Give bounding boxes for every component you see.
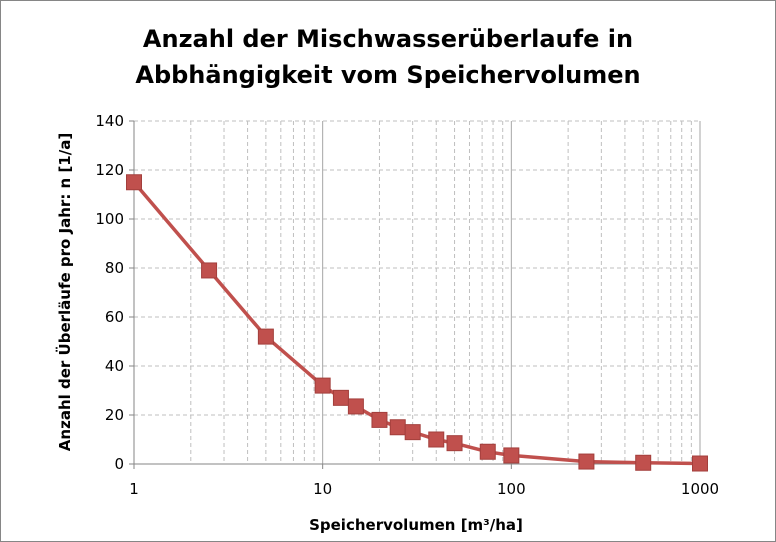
series-line [132, 181, 701, 466]
chart-title: Anzahl der Mischwasserüberlaufe in Abbhä… [1, 21, 775, 93]
x-axis-label: Speichervolumen [m³/ha] [309, 516, 523, 534]
y-tick-label: 140 [95, 112, 124, 130]
data-point-marker [428, 431, 445, 448]
data-point-marker [635, 454, 652, 471]
y-tick-label: 60 [105, 308, 124, 326]
data-point-marker [404, 424, 421, 441]
data-point-marker [126, 174, 142, 191]
data-point-marker [578, 453, 595, 470]
x-tick-label: 100 [497, 480, 526, 498]
axes [129, 120, 701, 469]
y-tick-label: 120 [95, 161, 124, 179]
x-tick-label: 10 [313, 480, 332, 498]
data-point-marker [479, 443, 496, 460]
tick-labels: 0 20 40 60 80 100 120 140 1 10 100 1000 [95, 112, 719, 498]
y-tick-label: 40 [105, 357, 124, 375]
data-point-marker [389, 419, 406, 436]
data-point-marker [201, 262, 218, 279]
data-point-marker [347, 398, 364, 415]
y-tick-label: 100 [95, 210, 124, 228]
data-point-marker [332, 389, 349, 406]
data-point-marker [371, 411, 388, 428]
y-axis-label: Anzahl der Überläufe pro Jahr: n [1/a] [55, 133, 74, 451]
data-point-marker [503, 447, 520, 464]
chart-title-line-1: Anzahl der Mischwasserüberlaufe in [142, 25, 634, 53]
data-point-marker [314, 377, 331, 394]
x-tick-label: 1 [129, 480, 139, 498]
y-tick-label: 0 [114, 455, 124, 473]
y-tick-label: 80 [105, 259, 124, 277]
data-point-marker [446, 435, 463, 452]
data-point-marker [692, 455, 708, 472]
series-group [126, 174, 708, 472]
y-tick-label: 20 [105, 406, 124, 424]
grid-lines [134, 120, 701, 464]
data-point-marker [257, 328, 274, 345]
chart-title-line-2: Abbhängigkeit vom Speichervolumen [135, 61, 641, 89]
x-tick-label: 1000 [681, 480, 719, 498]
